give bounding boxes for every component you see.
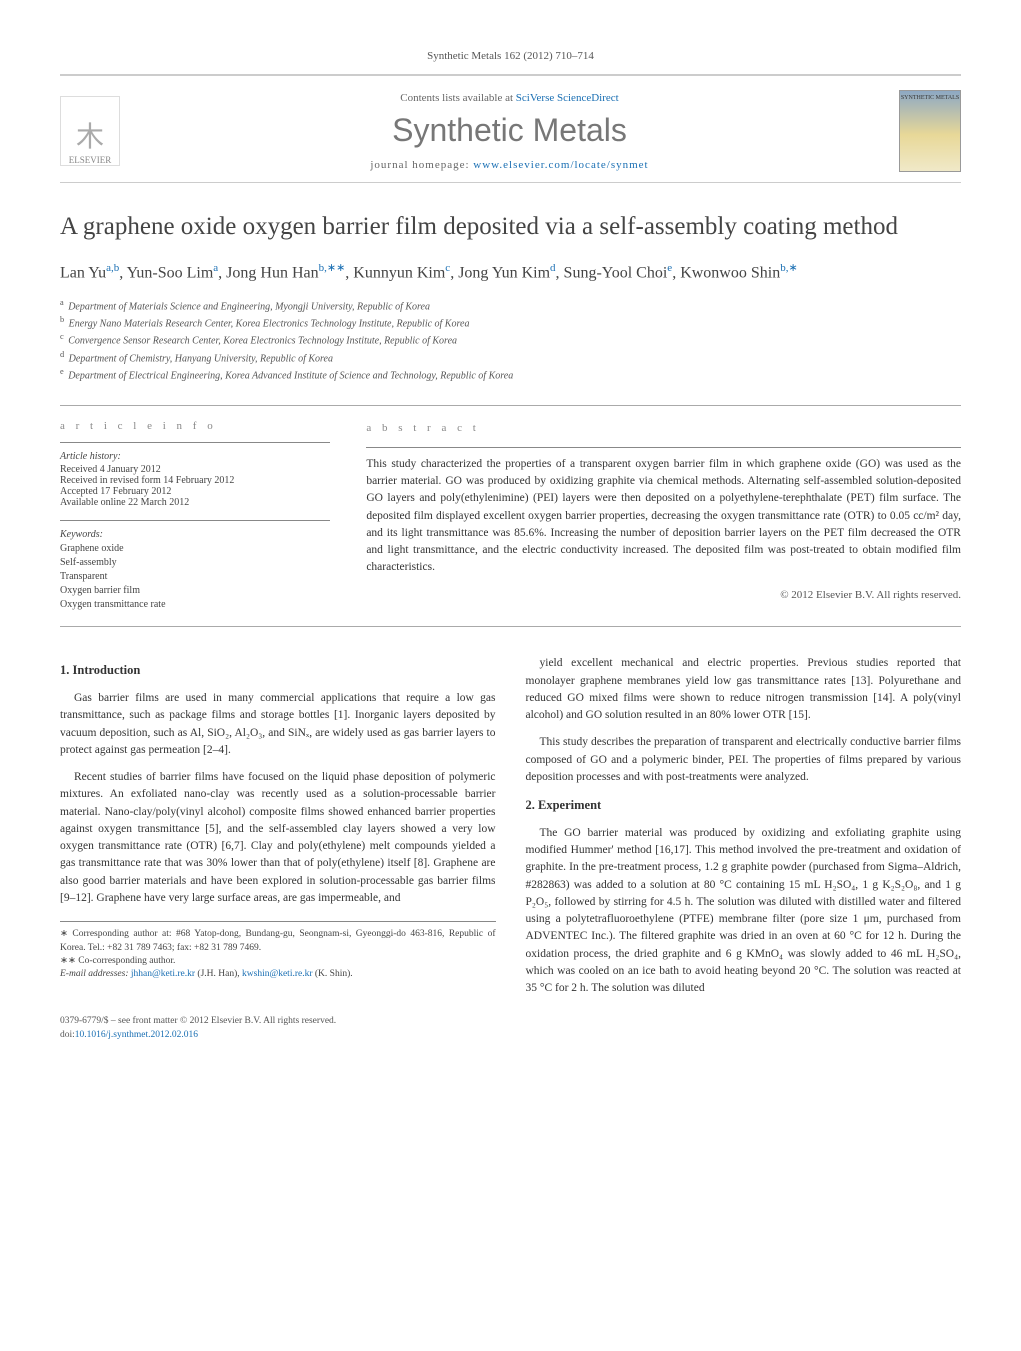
author-affil-sup: b,∗∗ (319, 262, 346, 274)
author-affil-sup: a,b (106, 262, 119, 274)
keyword: Self-assembly (60, 556, 330, 570)
email-label: E-mail addresses: (60, 969, 131, 979)
history-accepted: Accepted 17 February 2012 (60, 486, 330, 497)
history-received: Received 4 January 2012 (60, 464, 330, 475)
article-body: 1. Introduction Gas barrier films are us… (60, 655, 961, 997)
affiliation: Convergence Sensor Research Center, Kore… (68, 336, 457, 347)
footnotes: ∗ Corresponding author at: #68 Yatop-don… (60, 921, 496, 981)
history-revised: Received in revised form 14 February 201… (60, 475, 330, 486)
keyword: Graphene oxide (60, 542, 330, 556)
running-head: Synthetic Metals 162 (2012) 710–714 (60, 50, 961, 62)
affiliation: Department of Electrical Engineering, Ko… (68, 370, 513, 381)
author-affil-sup: a (213, 262, 218, 274)
author-affil-sup: d (550, 262, 556, 274)
email-paren: (J.H. Han), (195, 969, 242, 979)
contents-prefix: Contents lists available at (400, 92, 515, 104)
article-info-block: a r t i c l e i n f o Article history: R… (60, 406, 348, 626)
front-matter-line: 0379-6779/$ – see front matter © 2012 El… (60, 1015, 961, 1028)
author: Jong Yun Kim (458, 264, 550, 281)
journal-homepage-link[interactable]: www.elsevier.com/locate/synmet (473, 159, 648, 171)
journal-homepage-line: journal homepage: www.elsevier.com/locat… (120, 159, 899, 171)
affiliation: Department of Materials Science and Engi… (68, 301, 430, 312)
section-heading: 1. Introduction (60, 661, 496, 680)
homepage-prefix: journal homepage: (370, 159, 473, 171)
abstract-block: a b s t r a c t This study characterized… (348, 406, 961, 626)
author: Lan Yu (60, 264, 106, 281)
body-paragraph: Recent studies of barrier films have foc… (60, 769, 496, 907)
co-corresponding-author-note: ∗∗ Co-corresponding author. (60, 955, 496, 968)
elsevier-tree-icon: ⽊ (61, 115, 119, 155)
author-affil-sup: c (445, 262, 450, 274)
author-list: Lan Yua,b, Yun-Soo Lima, Jong Hun Hanb,∗… (60, 260, 961, 285)
doi-prefix: doi: (60, 1030, 75, 1040)
sciencedirect-link[interactable]: SciVerse ScienceDirect (516, 92, 619, 104)
history-online: Available online 22 March 2012 (60, 497, 330, 508)
corresponding-author-note: ∗ Corresponding author at: #68 Yatop-don… (60, 928, 496, 955)
cover-caption: SYNTHETIC METALS (901, 95, 959, 101)
author: Jong Hun Han (226, 264, 318, 281)
author: Yun-Soo Lim (127, 264, 214, 281)
keyword: Transparent (60, 570, 330, 584)
affiliation: Department of Chemistry, Hanyang Univers… (69, 353, 333, 364)
article-info-heading: a r t i c l e i n f o (60, 420, 330, 432)
body-paragraph: This study describes the preparation of … (526, 734, 962, 786)
body-paragraph: Gas barrier films are used in many comme… (60, 690, 496, 759)
journal-cover-thumbnail: SYNTHETIC METALS (899, 90, 961, 172)
body-paragraph: The GO barrier material was produced by … (526, 825, 962, 998)
keyword: Oxygen transmittance rate (60, 598, 330, 612)
affiliations: a Department of Materials Science and En… (60, 297, 961, 384)
abstract-copyright: © 2012 Elsevier B.V. All rights reserved… (366, 587, 961, 604)
history-label: Article history: (60, 451, 330, 462)
article-title: A graphene oxide oxygen barrier film dep… (60, 211, 961, 244)
author-email-link[interactable]: jhhan@keti.re.kr (131, 969, 195, 979)
author-affil-sup: b,∗ (780, 262, 797, 274)
keyword: Oxygen barrier film (60, 584, 330, 598)
keywords-label: Keywords: (60, 529, 330, 540)
journal-name: Synthetic Metals (120, 112, 899, 149)
abstract-heading: a b s t r a c t (366, 420, 961, 437)
page-footer: 0379-6779/$ – see front matter © 2012 El… (60, 1015, 961, 1042)
elsevier-label: ELSEVIER (61, 155, 119, 165)
author-email-link[interactable]: kwshin@keti.re.kr (242, 969, 313, 979)
body-paragraph: yield excellent mechanical and electric … (526, 655, 962, 724)
affiliation: Energy Nano Materials Research Center, K… (69, 318, 470, 329)
email-paren: (K. Shin). (313, 969, 353, 979)
author-affil-sup: e (667, 262, 672, 274)
section-heading: 2. Experiment (526, 796, 962, 815)
author: Kunnyun Kim (353, 264, 445, 281)
elsevier-logo: ⽊ ELSEVIER (60, 96, 120, 166)
contents-available-line: Contents lists available at SciVerse Sci… (120, 92, 899, 104)
doi-link[interactable]: 10.1016/j.synthmet.2012.02.016 (75, 1030, 198, 1040)
abstract-text: This study characterized the properties … (366, 456, 961, 577)
author: Kwonwoo Shin (680, 264, 780, 281)
author: Sung-Yool Choi (564, 264, 668, 281)
journal-header-box: ⽊ ELSEVIER Contents lists available at S… (60, 74, 961, 183)
